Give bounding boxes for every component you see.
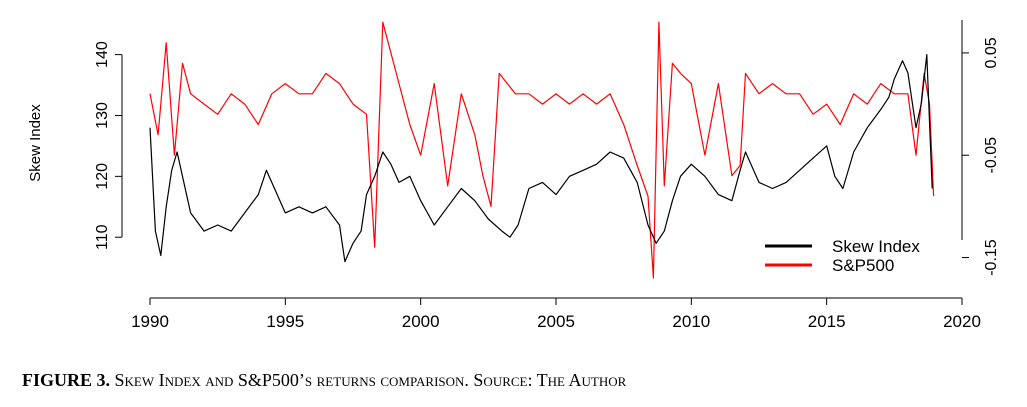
x-tick-label: 2005 — [537, 312, 575, 331]
x-tick-label: 2000 — [402, 312, 440, 331]
x-tick-label: 2010 — [672, 312, 710, 331]
legend-label: S&P500 — [832, 256, 894, 275]
y-left-tick-label: 130 — [94, 102, 111, 129]
y-right-tick-label: 0.05 — [983, 37, 1000, 68]
y-right-tick-label: -0.15 — [983, 239, 1000, 276]
x-tick-label: 2020 — [943, 312, 981, 331]
y-axis-label-left: Skew Index — [27, 104, 44, 182]
left-y-axis: 110 120 130 140 — [94, 41, 123, 250]
right-y-axis: -0.15 -0.05 0.05 — [961, 20, 1000, 276]
legend-label: Skew Index — [832, 237, 920, 256]
series-line-skew-index — [149, 53, 933, 263]
y-left-tick-label: 140 — [94, 41, 111, 68]
x-tick-label: 1990 — [131, 312, 169, 331]
y-right-tick-label: -0.05 — [983, 137, 1000, 174]
caption-text: Skew Index and S&P500’s returns comparis… — [114, 370, 627, 390]
caption-label: FIGURE 3. — [22, 370, 111, 390]
figure-caption: FIGURE 3. Skew Index and S&P500’s return… — [22, 370, 1022, 391]
line-chart: 110 120 130 140 -0.15 -0.05 0.05 1990 1995 2000… — [27, 20, 1000, 331]
x-tick-label: 2015 — [808, 312, 846, 331]
y-left-tick-label: 120 — [94, 163, 111, 190]
x-axis: 1990 1995 2000 2005 2010 2015 2020 — [131, 297, 981, 331]
series-line-s-p500 — [149, 21, 935, 279]
y-left-tick-label: 110 — [94, 224, 111, 250]
series-layer — [149, 21, 935, 279]
x-tick-label: 1995 — [266, 312, 304, 331]
